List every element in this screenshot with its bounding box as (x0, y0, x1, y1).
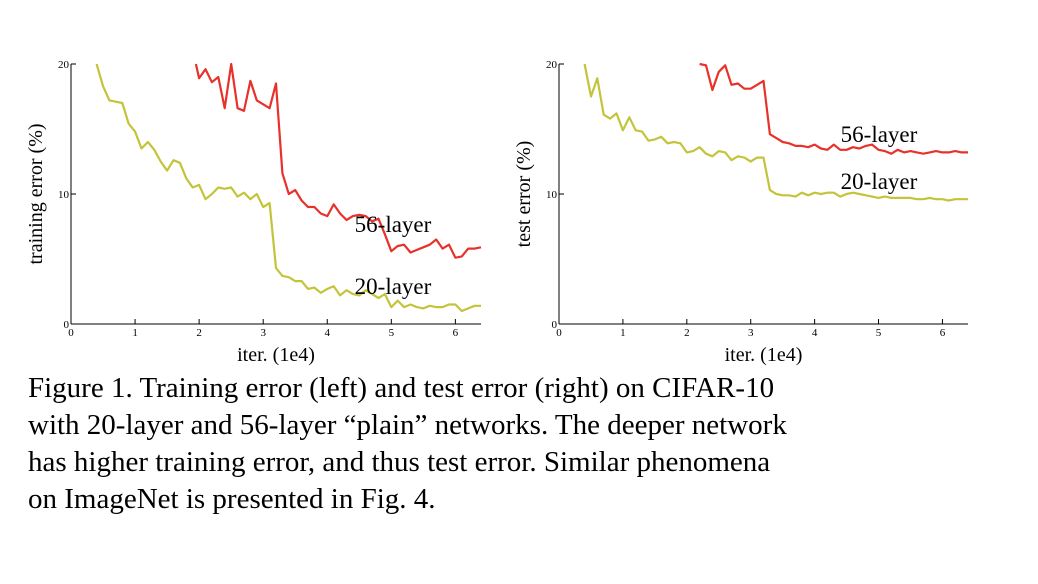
series-label: 20-layer (355, 274, 432, 299)
y-axis-label: test error (%) (513, 141, 535, 248)
x-tick-label: 0 (556, 327, 562, 339)
y-tick-label: 20 (58, 59, 70, 71)
x-tick-label: 4 (325, 327, 331, 339)
caption-line: with 20-layer and 56-layer “plain” netwo… (28, 409, 787, 441)
series-label: 56-layer (355, 212, 432, 237)
y-tick-label: 20 (546, 59, 558, 71)
x-axis-label: iter. (1e4) (237, 344, 315, 366)
y-tick-label: 0 (552, 319, 558, 331)
x-tick-label: 2 (196, 327, 202, 339)
x-tick-label: 6 (453, 327, 459, 339)
x-tick-label: 1 (132, 327, 138, 339)
series-label: 56-layer (841, 122, 918, 147)
x-tick-label: 5 (389, 327, 395, 339)
series-line-56-layer (194, 62, 482, 259)
x-tick-label: 4 (812, 327, 818, 339)
x-tick-label: 1 (620, 327, 626, 339)
x-tick-label: 3 (748, 327, 754, 339)
y-tick-label: 10 (58, 189, 70, 201)
series-line-20-layer (583, 63, 968, 202)
figure-caption: Figure 1. Training error (left) and test… (28, 370, 988, 518)
training-error-chart: 0 10 20 0 1 2 3 4 5 6 iter. (1e4) training error (%… (25, 59, 482, 366)
series-line-20-layer (95, 63, 481, 313)
series-line-56-layer (699, 62, 968, 155)
y-tick-label: 0 (64, 319, 70, 331)
x-axis-label: iter. (1e4) (725, 344, 803, 366)
caption-line: Figure 1. Training error (left) and test… (28, 372, 775, 404)
series-label: 20-layer (841, 169, 918, 194)
x-tick-label: 3 (260, 327, 266, 339)
caption-line: on ImageNet is presented in Fig. 4. (28, 483, 436, 515)
y-tick-label: 10 (546, 189, 558, 201)
x-tick-label: 2 (684, 327, 690, 339)
x-tick-label: 5 (876, 327, 882, 339)
y-axis-label: training error (%) (25, 123, 47, 264)
caption-line: has higher training error, and thus test… (28, 446, 771, 478)
x-tick-label: 0 (68, 327, 74, 339)
test-error-chart: 0 10 20 0 1 2 3 4 5 6 iter. (1e4) test error (%) 56-… (513, 59, 968, 366)
x-tick-label: 6 (940, 327, 946, 339)
